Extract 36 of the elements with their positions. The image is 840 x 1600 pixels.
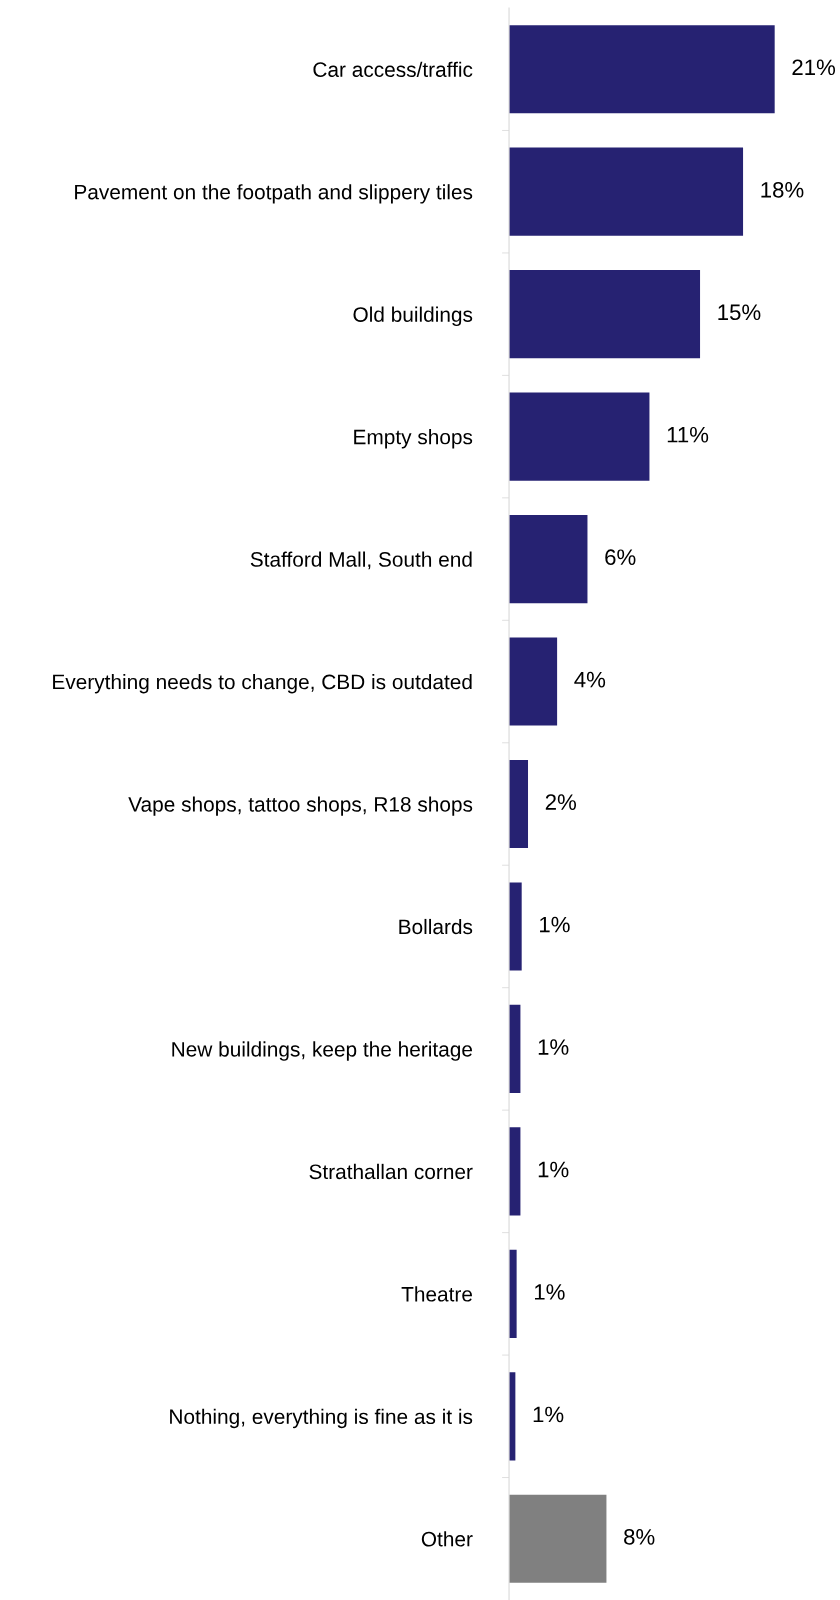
y-tick-label: Strathallan corner [309,1163,473,1180]
y-tick-label: Old buildings [353,306,473,327]
data-label: 1% [533,1406,564,1423]
data-label: 4% [574,671,606,688]
y-tick-label: Everything needs to change, CBD is outdated [53,673,472,694]
y-tick-label: Bollards [399,918,473,935]
y-tick-label: Nothing, everything is fine as it is [170,1408,473,1429]
y-tick-label: Pavement on the footpath and slippery tiles [75,184,473,204]
bar [509,514,588,604]
bar [509,147,744,236]
bar [509,759,529,849]
bar [509,882,522,971]
data-label: 15% [718,304,761,321]
bar [509,1494,607,1583]
bar [509,270,701,359]
y-tick-label: New buildings, keep the heritage [172,1041,473,1061]
bar [509,637,558,726]
y-tick-label: Stafford Mall, South end [250,551,472,570]
data-label: 8% [624,1529,655,1545]
data-label: 2% [545,794,577,810]
data-label: 11% [667,426,709,443]
bar [509,25,775,114]
y-tick-label: Theatre [401,1286,473,1302]
y-tick-label: Car access/traffic [313,61,473,77]
data-label: 18% [761,181,804,198]
y-tick-label: Vape shops, tattoo shops, R18 shops [128,796,473,816]
y-tick-label: Empty shops [354,429,473,449]
y-tick-label: Other [421,1531,473,1547]
data-label: 1% [540,916,570,933]
data-label: 1% [534,1284,565,1300]
data-label: 1% [538,1161,569,1178]
data-label: 1% [538,1039,569,1055]
data-label: 21% [792,59,836,76]
bar [509,1249,517,1338]
bar [509,392,650,481]
data-label: 6% [605,549,636,566]
